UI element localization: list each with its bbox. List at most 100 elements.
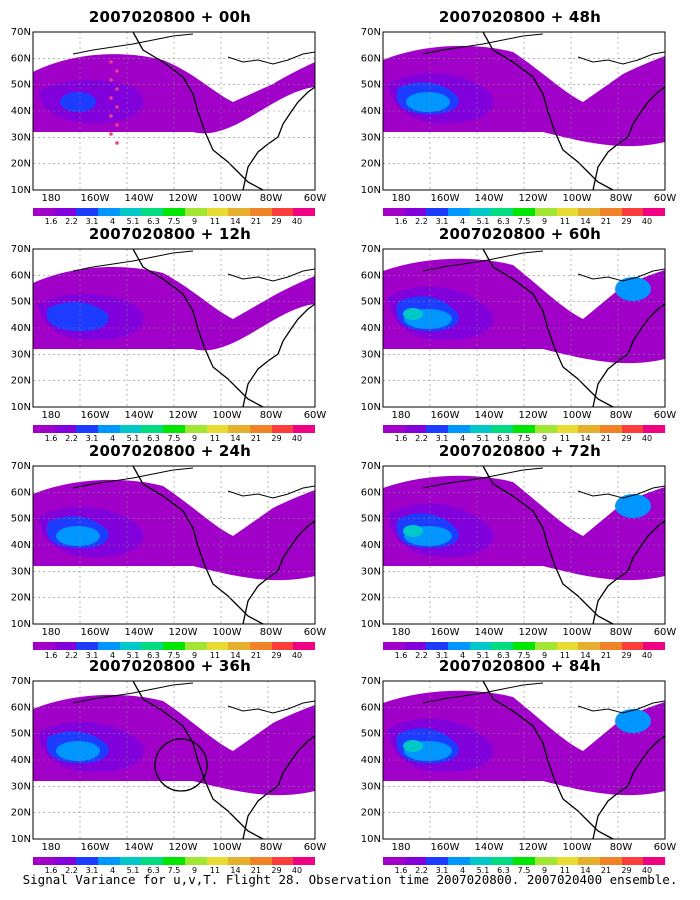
lat-tick-label: 70N xyxy=(361,676,381,687)
lon-tick-label: 160W xyxy=(81,627,110,638)
lat-tick-label: 60N xyxy=(11,270,31,281)
map-frame: 70N 60N 50N 40N 30N 20N 10N 180 160W 140W 120W 100W… xyxy=(350,676,690,857)
colorbar-swatch xyxy=(271,642,294,650)
lon-tick-label: 140W xyxy=(125,193,154,204)
colorbar-label: 6.3 xyxy=(147,651,160,660)
colorbar-label: 40 xyxy=(291,217,303,226)
colorbar-label: 21 xyxy=(600,434,612,443)
colorbar-label: 6.3 xyxy=(497,434,510,443)
colorbar-label: 29 xyxy=(621,434,632,443)
colorbar-swatch xyxy=(599,857,623,865)
colorbar-label: 2.2 xyxy=(65,866,78,875)
lat-tick-label: 60N xyxy=(361,270,381,281)
colorbar-swatch xyxy=(383,642,406,650)
colorbar-swatch xyxy=(141,208,164,216)
colorbar-label: 40 xyxy=(641,434,653,443)
lon-tick-label: 160W xyxy=(431,193,460,204)
lon-tick-label: 140W xyxy=(125,410,154,421)
lon-tick-label: 60W xyxy=(654,410,677,421)
lon-tick-label: 140W xyxy=(475,842,504,853)
colorbar-label: 14 xyxy=(580,866,591,875)
colorbar-swatch xyxy=(98,425,121,433)
colorbar-label: 6.3 xyxy=(147,434,160,443)
colorbar-swatch xyxy=(578,208,601,216)
lat-tick-label: 70N xyxy=(361,461,381,472)
colorbar-label: 5.1 xyxy=(126,866,140,875)
lat-tick-label: 60N xyxy=(361,702,381,713)
colorbar-swatch xyxy=(76,857,99,865)
lat-tick-label: 50N xyxy=(361,80,381,91)
colorbar-swatch xyxy=(383,208,406,216)
colorbar-label: 1.6 xyxy=(44,651,58,660)
colorbar-label: 9 xyxy=(191,217,198,226)
panel-title: 2007020800 + 00h xyxy=(88,8,252,26)
lat-tick-label: 10N xyxy=(11,402,31,413)
colorbar-label: 3.1 xyxy=(435,651,449,660)
lat-tick-label: 20N xyxy=(361,593,381,604)
colorbar-swatch xyxy=(448,425,471,433)
colorbar-label: 4 xyxy=(109,651,116,660)
colorbar-label: 6.3 xyxy=(497,217,510,226)
coastline-west xyxy=(132,465,264,625)
colorbar-label: 9 xyxy=(541,217,548,226)
colorbar-label: 7.5 xyxy=(517,434,531,443)
colorbar-swatch xyxy=(513,857,536,865)
lon-tick-label: 120W xyxy=(519,410,548,421)
lon-tick-label: 80W xyxy=(610,410,633,421)
colorbar-swatch xyxy=(491,425,514,433)
colorbar-label: 40 xyxy=(291,866,303,875)
colorbar-swatch xyxy=(206,857,229,865)
variance-contour-max xyxy=(403,525,423,537)
colorbar-swatch xyxy=(206,642,229,650)
colorbar-swatch xyxy=(469,208,492,216)
lon-tick-label: 100W xyxy=(213,193,242,204)
lon-tick-label: 180 xyxy=(391,842,410,853)
colorbar-swatch xyxy=(76,425,99,433)
colorbar-swatch xyxy=(119,208,142,216)
lat-tick-label: 30N xyxy=(361,132,381,143)
observation-point xyxy=(115,141,119,145)
map-panel-p00h: 2007020800 + 00h 70N 60N 50N 40N 30N 20N 10N 180… xyxy=(0,8,340,226)
coastline-west xyxy=(132,248,264,408)
coastline-west xyxy=(482,465,614,625)
colorbar-swatch xyxy=(249,857,273,865)
colorbar-label: 3.1 xyxy=(435,434,449,443)
colorbar-legend: 1.6 2.2 3.1 4 5.1 6.3 7.5 9 11 14 21 29 40 xyxy=(33,642,316,666)
colorbar-swatch xyxy=(33,642,56,650)
lat-tick-label: 70N xyxy=(11,676,31,687)
colorbar-label: 40 xyxy=(291,434,303,443)
map-frame: 70N 60N 50N 40N 30N 20N 10N 180 160W 140W 120W 100W… xyxy=(350,27,690,208)
colorbar-label: 7.5 xyxy=(517,651,531,660)
colorbar-label: 4 xyxy=(459,434,466,443)
lon-tick-label: 100W xyxy=(213,627,242,638)
colorbar-label: 7.5 xyxy=(517,217,531,226)
colorbar-label: 1.6 xyxy=(44,866,58,875)
colorbar-swatch xyxy=(293,642,316,650)
colorbar-label: 3.1 xyxy=(435,217,449,226)
lon-tick-label: 80W xyxy=(610,627,633,638)
colorbar-label: 40 xyxy=(641,217,653,226)
colorbar-swatch xyxy=(556,208,579,216)
highlight-circle xyxy=(154,738,208,792)
lat-tick-label: 60N xyxy=(11,53,31,64)
lat-tick-label: 50N xyxy=(361,729,381,740)
colorbar-label: 29 xyxy=(621,651,632,660)
colorbar-swatch xyxy=(404,208,427,216)
colorbar-label: 1.6 xyxy=(44,217,58,226)
lat-tick-label: 30N xyxy=(11,349,31,360)
colorbar-swatch xyxy=(534,208,558,216)
colorbar-swatch xyxy=(534,425,558,433)
map-panel-p72h: 2007020800 + 72h 70N 60N 50N 40N 30N 20N 10N 180… xyxy=(350,442,690,660)
observation-point xyxy=(115,105,119,109)
colorbar-label: 1.6 xyxy=(394,217,408,226)
lat-tick-label: 40N xyxy=(361,540,381,551)
colorbar-label: 14 xyxy=(230,866,241,875)
coastline-west xyxy=(132,680,264,840)
colorbar-swatch xyxy=(426,857,449,865)
map-panel-p60h: 2007020800 + 60h 70N 60N 50N 40N 30N 20N 10N 180… xyxy=(350,225,690,443)
colorbar-legend: 1.6 2.2 3.1 4 5.1 6.3 7.5 9 11 14 21 29 40 xyxy=(33,208,316,232)
coastline-west xyxy=(482,248,614,408)
colorbar-label: 5.1 xyxy=(476,217,490,226)
colorbar-label: 9 xyxy=(191,866,198,875)
colorbar-label: 14 xyxy=(230,434,241,443)
